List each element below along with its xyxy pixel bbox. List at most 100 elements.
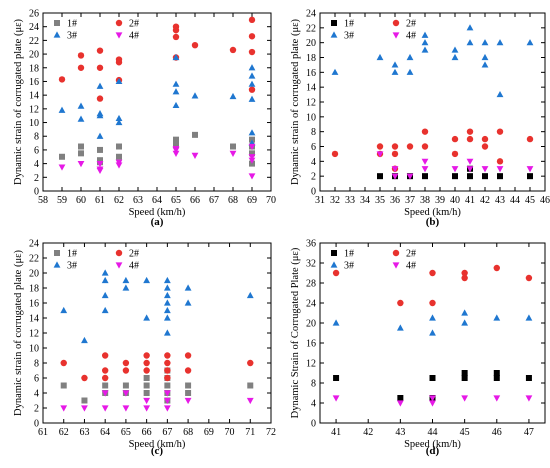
data-point — [143, 314, 151, 321]
data-point — [164, 359, 171, 367]
data-point — [248, 95, 256, 102]
y-tick-label: 6 — [34, 374, 39, 385]
data-point — [482, 173, 488, 180]
y-tick-label: 12 — [29, 104, 39, 115]
x-tick-label: 66 — [190, 195, 200, 206]
data-point — [331, 68, 339, 75]
data-point — [406, 68, 414, 75]
data-point — [421, 46, 429, 53]
x-tick-label: 72 — [266, 427, 276, 438]
data-point — [466, 128, 474, 135]
legend-label: 3# — [344, 31, 354, 42]
legend-label: 4# — [129, 261, 139, 272]
y-tick-label: 2 — [34, 173, 39, 184]
data-point — [172, 80, 180, 87]
data-point — [101, 291, 109, 299]
series-2 — [58, 16, 256, 102]
data-point — [81, 397, 88, 404]
data-point — [184, 284, 192, 291]
data-point — [396, 400, 404, 407]
y-tick-label: 22 — [29, 36, 39, 47]
data-point — [81, 405, 88, 412]
x-tick-label: 46 — [492, 427, 502, 438]
data-point — [172, 88, 180, 95]
legend-label: 2# — [406, 19, 416, 30]
data-point — [377, 173, 383, 180]
data-point — [122, 359, 130, 367]
data-point — [185, 382, 192, 389]
y-tick-label: 28 — [306, 279, 316, 290]
chart-panel: 41 42 43 44 45 46 47 0 4 8 12 16 20 24 28 32 36 Speed (km… — [290, 239, 546, 457]
data-point — [58, 106, 66, 113]
data-point — [249, 150, 255, 157]
data-point — [115, 118, 123, 126]
panel-caption: (d) — [426, 445, 440, 457]
legend-label: 1# — [344, 19, 354, 30]
data-point — [163, 397, 171, 405]
data-point — [481, 135, 489, 143]
data-point — [97, 157, 103, 164]
data-point — [77, 102, 85, 109]
data-point — [102, 382, 109, 389]
data-point — [143, 405, 151, 412]
y-tick-label: 6 — [311, 142, 316, 153]
y-axis-label: Dynamic Strain of Corrugated Plate (με) — [290, 247, 301, 418]
y-tick-label: 2 — [311, 172, 316, 183]
data-point — [122, 390, 130, 397]
data-point — [466, 166, 474, 173]
x-tick-label: 63 — [79, 427, 89, 438]
data-point — [525, 375, 532, 381]
data-point — [230, 143, 236, 150]
x-tick-label: 33 — [345, 195, 355, 206]
data-point — [101, 276, 109, 284]
data-point — [101, 352, 109, 359]
y-tick-label: 22 — [306, 23, 316, 34]
data-point — [248, 48, 256, 56]
data-point — [173, 141, 179, 148]
legend-marker — [115, 262, 123, 269]
data-point — [493, 370, 500, 376]
x-tick-label: 64 — [100, 427, 110, 438]
y-tick-label: 14 — [29, 91, 39, 102]
y-tick-label: 20 — [29, 269, 39, 280]
data-point — [115, 56, 123, 63]
y-tick-label: 18 — [306, 53, 316, 64]
y-tick-label: 16 — [306, 339, 316, 350]
x-tick-label: 62 — [114, 195, 124, 206]
data-point — [163, 299, 171, 306]
data-point — [143, 359, 150, 367]
y-tick-label: 12 — [306, 359, 316, 370]
data-point — [481, 39, 489, 46]
data-point — [122, 405, 130, 412]
data-point — [172, 23, 180, 30]
data-point — [248, 129, 256, 136]
legend-marker — [53, 261, 61, 268]
data-point — [376, 143, 384, 150]
x-axis-label: Speed (km/h) — [404, 207, 461, 218]
legend-label: 3# — [67, 261, 77, 272]
data-point — [461, 274, 468, 282]
y-tick-label: 0 — [34, 419, 39, 430]
data-point — [429, 375, 436, 381]
data-point — [163, 314, 171, 321]
y-axis-label: Dynamic strain of corrugated plate (με) — [13, 18, 24, 185]
x-tick-label: 69 — [204, 427, 214, 438]
series-3 — [331, 24, 534, 98]
y-tick-label: 6 — [34, 145, 39, 156]
data-point — [406, 143, 414, 150]
data-point — [163, 405, 171, 412]
data-point — [60, 405, 68, 412]
y-tick-label: 8 — [311, 127, 316, 138]
data-point — [421, 166, 429, 173]
data-point — [60, 382, 67, 389]
y-tick-label: 4 — [311, 399, 316, 410]
x-tick-label: 71 — [245, 427, 255, 438]
x-tick-label: 37 — [405, 195, 415, 206]
data-point — [163, 284, 171, 291]
x-tick-label: 43 — [495, 195, 505, 206]
data-point — [496, 90, 504, 98]
x-tick-label: 46 — [540, 195, 550, 206]
data-point — [96, 132, 104, 139]
data-point — [192, 131, 198, 138]
